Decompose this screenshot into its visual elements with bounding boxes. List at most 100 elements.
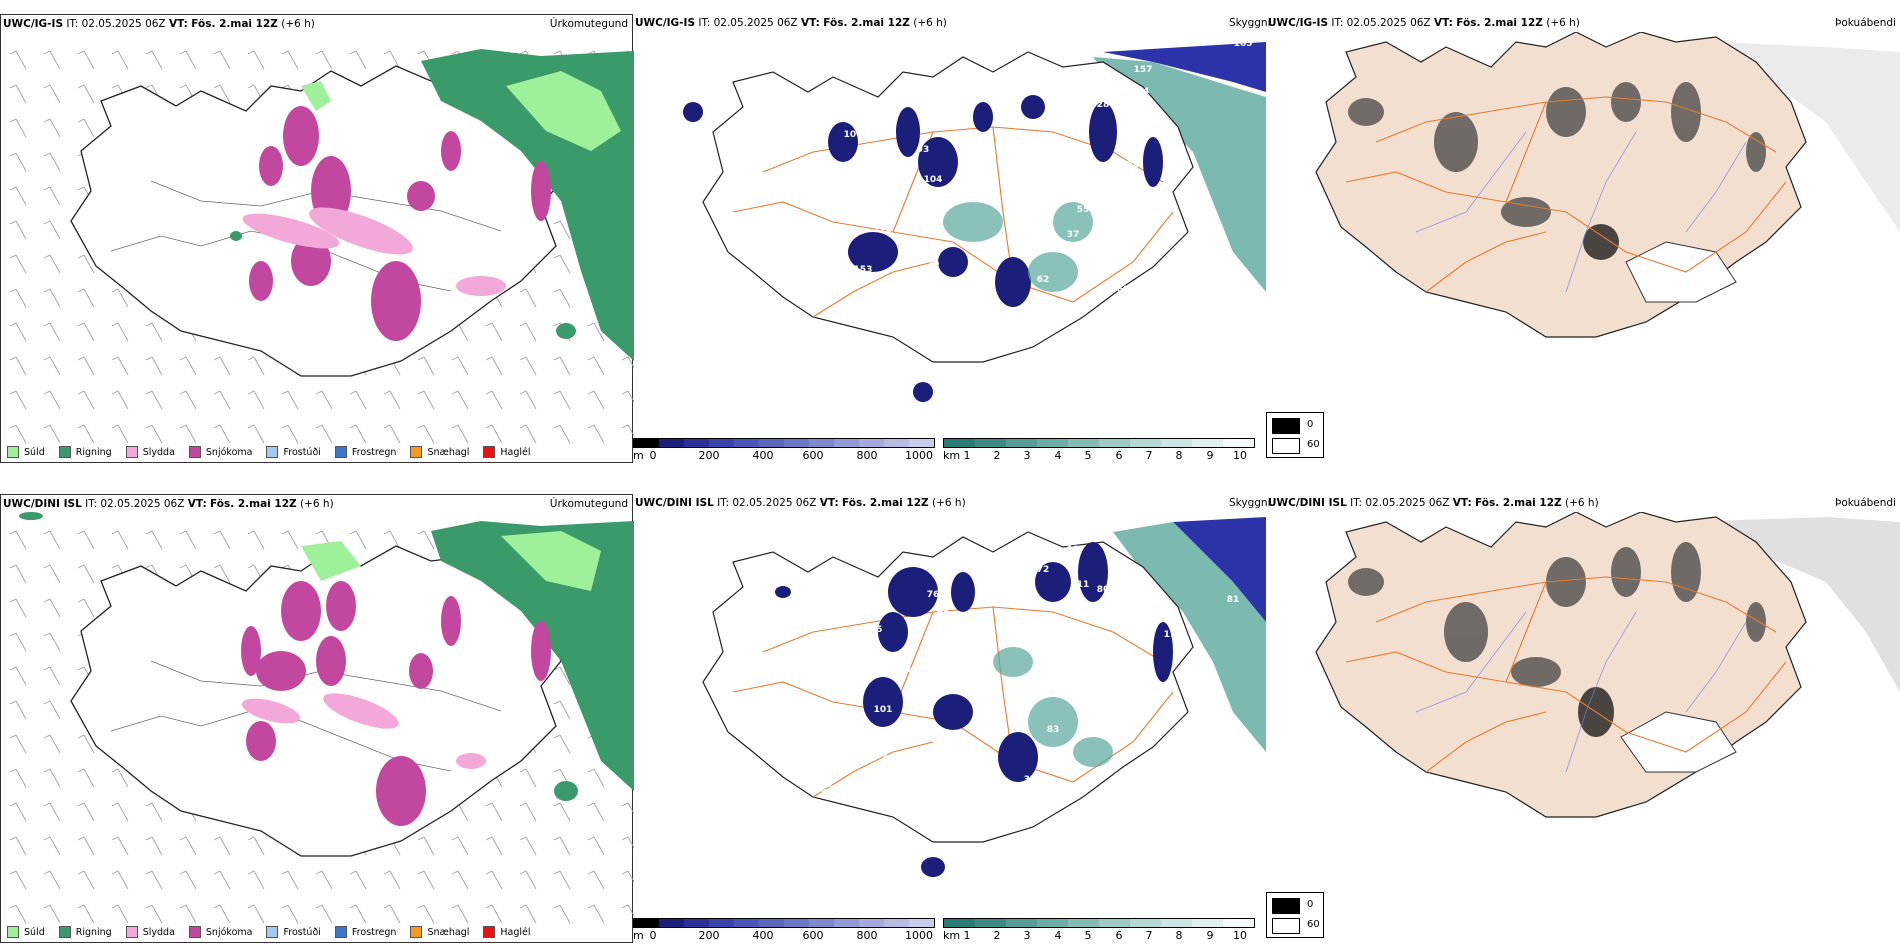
cloudbase-value-label: 17 (1147, 110, 1160, 120)
wind-barb (9, 186, 27, 206)
wind-barb (179, 836, 197, 856)
wind-barb (451, 356, 469, 376)
wind-barb (179, 50, 197, 70)
wind-barb (485, 870, 503, 890)
wind-barb (213, 530, 231, 550)
wind-barb (9, 118, 27, 138)
cloudbase-value-label: 77 (1037, 665, 1050, 675)
wind-barb (43, 598, 61, 618)
wind-barb (519, 870, 537, 890)
wind-barb (485, 802, 503, 822)
wind-barb (43, 390, 61, 410)
legend-item: Snjókoma (188, 446, 252, 458)
legend-item: Frostregn (334, 926, 396, 938)
wind-barb (145, 356, 163, 376)
wind-barb (9, 632, 27, 652)
panel-title: UWC/DINI ISL IT: 02.05.2025 06Z VT: Fös.… (635, 497, 966, 509)
wind-barb (247, 390, 265, 410)
wind-barb (77, 322, 95, 342)
wind-barb (553, 424, 571, 444)
wind-barb (417, 390, 435, 410)
wind-barb (213, 904, 231, 924)
wind-barb (43, 50, 61, 70)
precip-type-map (9, 49, 634, 444)
wind-barb (417, 530, 435, 550)
cloudbase-value-label: 200 (1084, 530, 1103, 540)
wind-barb (451, 424, 469, 444)
wind-barb (9, 734, 27, 754)
wind-barb (179, 356, 197, 376)
wind-barb (145, 390, 163, 410)
wind-barb (519, 356, 537, 376)
wind-barb (43, 734, 61, 754)
cloudbase-value-label: 70 (927, 260, 940, 270)
iceland-outline (1315, 512, 1807, 818)
cloudbase-value-label: 186 (924, 765, 943, 775)
wind-barb (145, 836, 163, 856)
wind-barb (9, 666, 27, 686)
cloudbase-value-label: 72 (1117, 565, 1130, 575)
wind-barb (587, 390, 605, 410)
wind-barb (43, 118, 61, 138)
wind-barb (281, 50, 299, 70)
legend-item: Rigning (58, 446, 112, 458)
wind-barb (383, 390, 401, 410)
wind-barb (77, 768, 95, 788)
wind-barb (9, 904, 27, 924)
wind-barb (383, 870, 401, 890)
legend-item: Rigning (58, 926, 112, 938)
wind-barb (349, 904, 367, 924)
wind-barb (247, 904, 265, 924)
wind-barb (485, 424, 503, 444)
wind-barb (9, 598, 27, 618)
wind-barb (9, 152, 27, 172)
wind-barb (553, 356, 571, 376)
wind-barb (315, 904, 333, 924)
panel-title: UWC/DINI ISL IT: 02.05.2025 06Z VT: Fös.… (3, 498, 334, 510)
panel-title: UWC/DINI ISL IT: 02.05.2025 06Z VT: Fös.… (1268, 497, 1599, 509)
cloudbase-value-label: 13 (1187, 235, 1200, 245)
visibility-map: 165 157 20 74 28 17 15 59 100 66 79 93 104 63 104 18 55 1… (683, 39, 1266, 420)
wind-barb (621, 836, 634, 849)
wind-barb (281, 424, 299, 444)
visibility-map: 200 11 72 11 72 80 96 76 21 156 455 101 104 89 101 62 18… (702, 517, 1266, 890)
wind-barb (281, 904, 299, 924)
wind-barb (43, 904, 61, 924)
cloudbase-value-label: 153 (854, 265, 873, 275)
cloudbase-value-label: 68 (1187, 655, 1200, 665)
cloudbase-value-label: 42 (1167, 175, 1180, 185)
fog-index-map (1315, 512, 1900, 818)
cloudbase-value-label: 76 (927, 590, 940, 600)
fog-index-panel-row1: UWC/IG-IS IT: 02.05.2025 06Z VT: Fös. 2.… (1266, 14, 1900, 463)
product-name: Þokuábendi (1835, 17, 1896, 29)
cloudbase-value-label: 93 (917, 145, 930, 155)
visibility-colorbar: km 1 2 3 4 5 6 7 8 9 10 (943, 918, 1255, 942)
cloudbase-value-label: 20 (1107, 73, 1120, 83)
wind-barb (43, 186, 61, 206)
cloudbase-value-label: 63 (897, 165, 910, 175)
wind-barb (77, 836, 95, 856)
visibility-panel-row2: UWC/DINI ISL IT: 02.05.2025 06Z VT: Fös.… (633, 494, 1271, 943)
cloudbase-value-label: 78 (857, 290, 870, 300)
wind-barb (553, 802, 571, 822)
cloudbase-value-label: 28 (1097, 100, 1110, 110)
wind-barb (587, 322, 605, 342)
legend-item: Súld (7, 446, 45, 458)
wind-barb (587, 870, 605, 890)
wind-barb (417, 870, 435, 890)
cloudbase-value-label: 79 (1007, 110, 1020, 120)
product-name: Þokuábendi (1835, 497, 1896, 509)
wind-barb (213, 870, 231, 890)
wind-barb (77, 50, 95, 70)
wind-barb (451, 390, 469, 410)
wind-barb (9, 564, 27, 584)
cloudbase-value-label: 89 (917, 695, 930, 705)
wind-barb (43, 632, 61, 652)
wind-barb (43, 870, 61, 890)
wind-barb (553, 254, 571, 274)
precip-type-panel-row2: UWC/DINI ISL IT: 02.05.2025 06Z VT: Fös.… (0, 494, 634, 943)
cloudbase-value-label: 47 (1187, 200, 1200, 210)
wind-barb (553, 288, 571, 308)
fog-index-panel-row2: UWC/DINI ISL IT: 02.05.2025 06Z VT: Fös.… (1266, 494, 1900, 943)
wind-barb (9, 390, 27, 410)
